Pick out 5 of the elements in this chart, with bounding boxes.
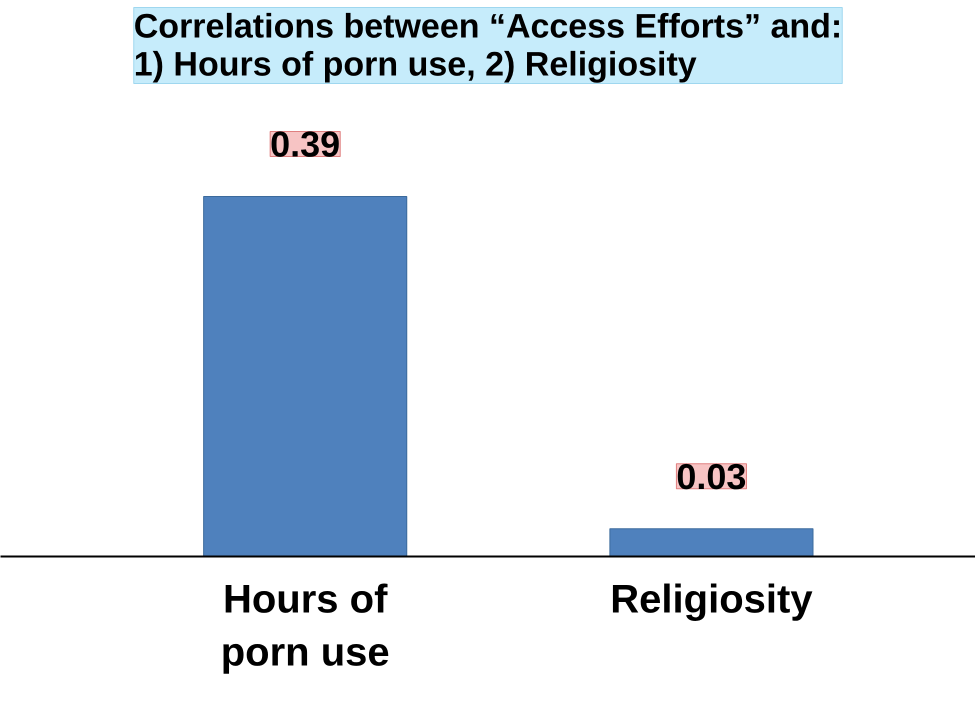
x-tick-label: Religiosity: [610, 578, 814, 622]
chart-title: Correlations between “Access Efforts” and: 1) Hours of porn use, 2) Religiosity: [134, 8, 842, 84]
data-label: 0.39: [270, 124, 340, 164]
data-label: 0.03: [676, 456, 746, 497]
x-tick-label: Hours of porn use: [220, 578, 390, 674]
